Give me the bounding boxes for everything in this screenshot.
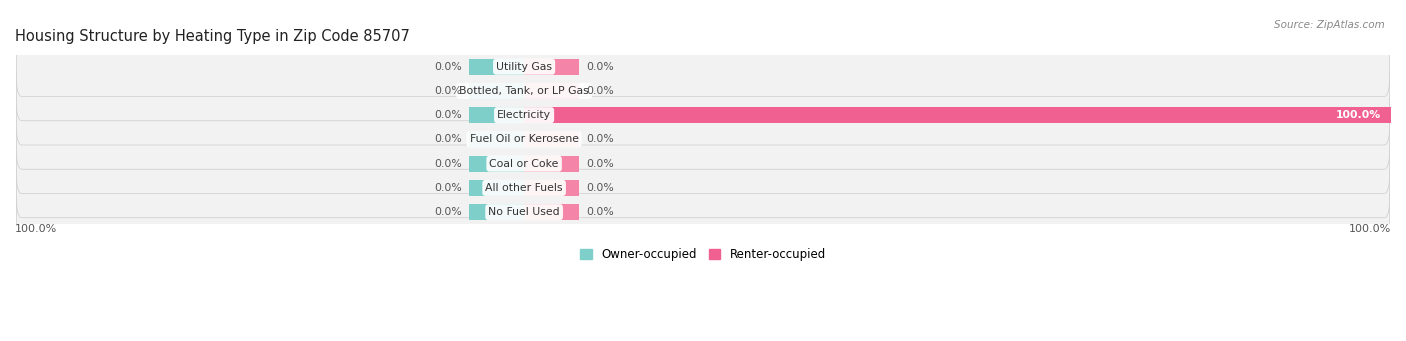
Text: 0.0%: 0.0% [586,134,614,144]
Bar [470,107,524,123]
Text: 0.0%: 0.0% [586,207,614,217]
Text: 0.0%: 0.0% [434,159,463,169]
Text: All other Fuels: All other Fuels [485,183,562,193]
Text: No Fuel Used: No Fuel Used [488,207,560,217]
Text: 100.0%: 100.0% [1336,110,1381,120]
Bar [470,180,524,196]
Text: Source: ZipAtlas.com: Source: ZipAtlas.com [1274,20,1385,30]
Text: 0.0%: 0.0% [434,110,463,120]
Bar [524,180,579,196]
Bar [470,132,524,147]
Bar [524,204,579,220]
FancyBboxPatch shape [17,61,1389,121]
FancyBboxPatch shape [17,134,1389,193]
Bar [524,83,579,99]
Text: Electricity: Electricity [498,110,551,120]
Bar [524,156,579,172]
Text: 0.0%: 0.0% [586,183,614,193]
Text: Utility Gas: Utility Gas [496,62,553,72]
Bar [524,59,579,75]
Text: 0.0%: 0.0% [434,134,463,144]
FancyBboxPatch shape [17,158,1389,218]
FancyBboxPatch shape [17,109,1389,169]
Text: Housing Structure by Heating Type in Zip Code 85707: Housing Structure by Heating Type in Zip… [15,29,411,44]
Bar [470,83,524,99]
Bar [524,132,579,147]
Text: 100.0%: 100.0% [15,224,58,234]
Text: Coal or Coke: Coal or Coke [489,159,558,169]
Text: 100.0%: 100.0% [1348,224,1391,234]
FancyBboxPatch shape [17,37,1389,97]
Text: 0.0%: 0.0% [586,62,614,72]
Text: Fuel Oil or Kerosene: Fuel Oil or Kerosene [470,134,579,144]
Bar [470,156,524,172]
Text: 0.0%: 0.0% [586,159,614,169]
Bar [470,59,524,75]
Text: 0.0%: 0.0% [434,207,463,217]
Text: 0.0%: 0.0% [434,86,463,96]
Text: 0.0%: 0.0% [434,62,463,72]
FancyBboxPatch shape [17,85,1389,145]
FancyBboxPatch shape [17,182,1389,242]
Bar [470,204,524,220]
Legend: Owner-occupied, Renter-occupied: Owner-occupied, Renter-occupied [575,243,831,266]
Bar [524,107,1391,123]
Text: Bottled, Tank, or LP Gas: Bottled, Tank, or LP Gas [460,86,589,96]
Text: 0.0%: 0.0% [434,183,463,193]
Text: 0.0%: 0.0% [586,86,614,96]
